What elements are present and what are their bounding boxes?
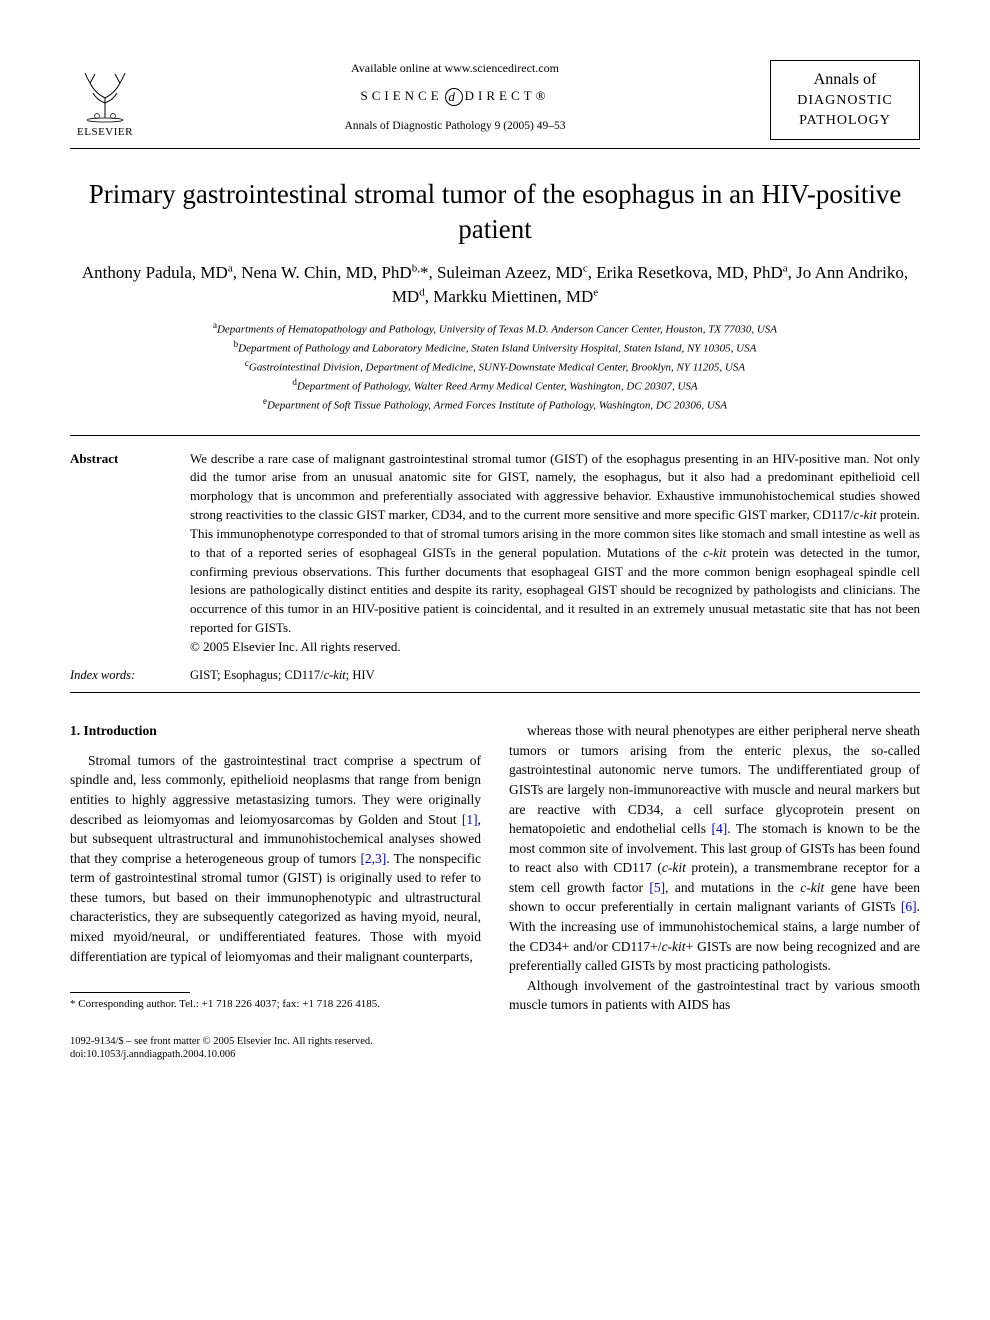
journal-line2: DIAGNOSTIC [777, 91, 913, 111]
intro-paragraph-left: Stromal tumors of the gastrointestinal t… [70, 751, 481, 966]
column-left: 1. Introduction Stromal tumors of the ga… [70, 721, 481, 1014]
journal-title-box: Annals of DIAGNOSTIC PATHOLOGY [770, 60, 920, 140]
availability-line: Available online at www.sciencedirect.co… [160, 60, 750, 77]
publisher-name: ELSEVIER [77, 125, 133, 140]
sciencedirect-logo: SCIENCEdDIRECT® [160, 87, 750, 106]
footnote-rule [70, 992, 190, 993]
sd-text-post: DIRECT® [465, 88, 550, 103]
abstract-text: We describe a rare case of malignant gas… [190, 450, 920, 657]
affiliation-line: eDepartment of Soft Tissue Pathology, Ar… [70, 395, 920, 414]
abstract-body: We describe a rare case of malignant gas… [190, 451, 920, 636]
sd-text-pre: SCIENCE [361, 88, 443, 103]
index-text: GIST; Esophagus; CD117/c-kit; HIV [190, 667, 375, 685]
journal-line3: PATHOLOGY [777, 111, 913, 131]
header-rule [70, 148, 920, 149]
sd-d-icon: d [445, 88, 463, 106]
affiliation-line: aDepartments of Hematopathology and Path… [70, 319, 920, 338]
front-matter-line: 1092-9134/$ – see front matter © 2005 El… [70, 1035, 920, 1049]
column-right: whereas those with neural phenotypes are… [509, 721, 920, 1014]
publisher-logo: ELSEVIER [70, 60, 140, 140]
article-title: Primary gastrointestinal stromal tumor o… [70, 177, 920, 247]
header-center: Available online at www.sciencedirect.co… [140, 60, 770, 134]
index-words-block: Index words: GIST; Esophagus; CD117/c-ki… [70, 667, 920, 685]
abstract-top-rule [70, 435, 920, 436]
affiliations: aDepartments of Hematopathology and Path… [70, 319, 920, 415]
affiliation-line: cGastrointestinal Division, Department o… [70, 357, 920, 376]
intro-paragraph-right-2: Although involvement of the gastrointest… [509, 976, 920, 1015]
intro-paragraph-right-1: whereas those with neural phenotypes are… [509, 721, 920, 975]
abstract-block: Abstract We describe a rare case of mali… [70, 450, 920, 657]
section-heading: 1. Introduction [70, 721, 481, 741]
affiliation-line: bDepartment of Pathology and Laboratory … [70, 338, 920, 357]
index-label: Index words: [70, 667, 190, 685]
index-body: GIST; Esophagus; CD117/c-kit; HIV [190, 668, 375, 682]
citation-line: Annals of Diagnostic Pathology 9 (2005) … [160, 118, 750, 134]
journal-line1: Annals of [777, 69, 913, 91]
affiliation-line: dDepartment of Pathology, Walter Reed Ar… [70, 376, 920, 395]
doi-line: doi:10.1053/j.anndiagpath.2004.10.006 [70, 1048, 920, 1062]
body-columns: 1. Introduction Stromal tumors of the ga… [70, 721, 920, 1014]
abstract-bottom-rule [70, 692, 920, 693]
journal-header: ELSEVIER Available online at www.science… [70, 60, 920, 140]
elsevier-tree-icon [75, 68, 135, 123]
abstract-label: Abstract [70, 450, 190, 657]
abstract-copyright: © 2005 Elsevier Inc. All rights reserved… [190, 639, 401, 654]
corresponding-author-footnote: * Corresponding author. Tel.: +1 718 226… [70, 997, 481, 1013]
bottom-info: 1092-9134/$ – see front matter © 2005 El… [70, 1035, 920, 1062]
author-list: Anthony Padula, MDa, Nena W. Chin, MD, P… [70, 261, 920, 309]
